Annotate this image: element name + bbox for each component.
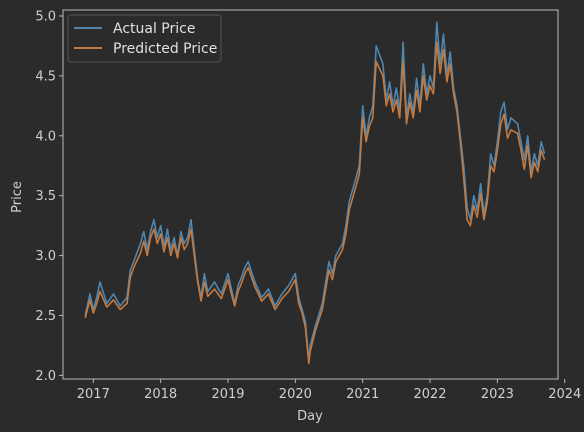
y-axis-label: Price [10,181,25,213]
y-tick-label: 4.5 [35,69,56,84]
plot-background [63,10,558,379]
y-tick-label: 4.0 [35,129,56,144]
y-axis: 2.0 2.5 3.0 3.5 4.0 4.5 5.0 [35,9,63,384]
x-axis: 2017 2018 2019 2020 2021 2022 2023 2024 [77,379,581,402]
series-line-predicted-price [84,41,546,365]
legend: Actual Price Predicted Price [67,14,222,63]
x-tick-label: 2024 [548,387,581,402]
x-tick-label: 2017 [77,387,110,402]
plot-frame [62,9,559,380]
legend-label-actual-price: Actual Price [113,21,195,37]
y-tick-label: 5.0 [35,9,56,24]
y-tick-label: 2.0 [35,369,56,384]
x-tick-label: 2023 [481,387,514,402]
legend-box [67,14,222,63]
legend-label-predicted-price: Predicted Price [113,41,217,57]
series-layer [84,21,546,365]
x-tick-label: 2022 [413,387,446,402]
x-tick-label: 2018 [144,387,177,402]
x-tick-label: 2021 [346,387,379,402]
x-axis-label: Day [297,409,323,424]
y-tick-label: 3.0 [35,249,56,264]
y-tick-label: 3.5 [35,189,56,204]
x-tick-label: 2019 [211,387,244,402]
y-tick-label: 2.5 [35,309,56,324]
series-line-actual-price [84,21,546,362]
x-tick-label: 2020 [279,387,312,402]
